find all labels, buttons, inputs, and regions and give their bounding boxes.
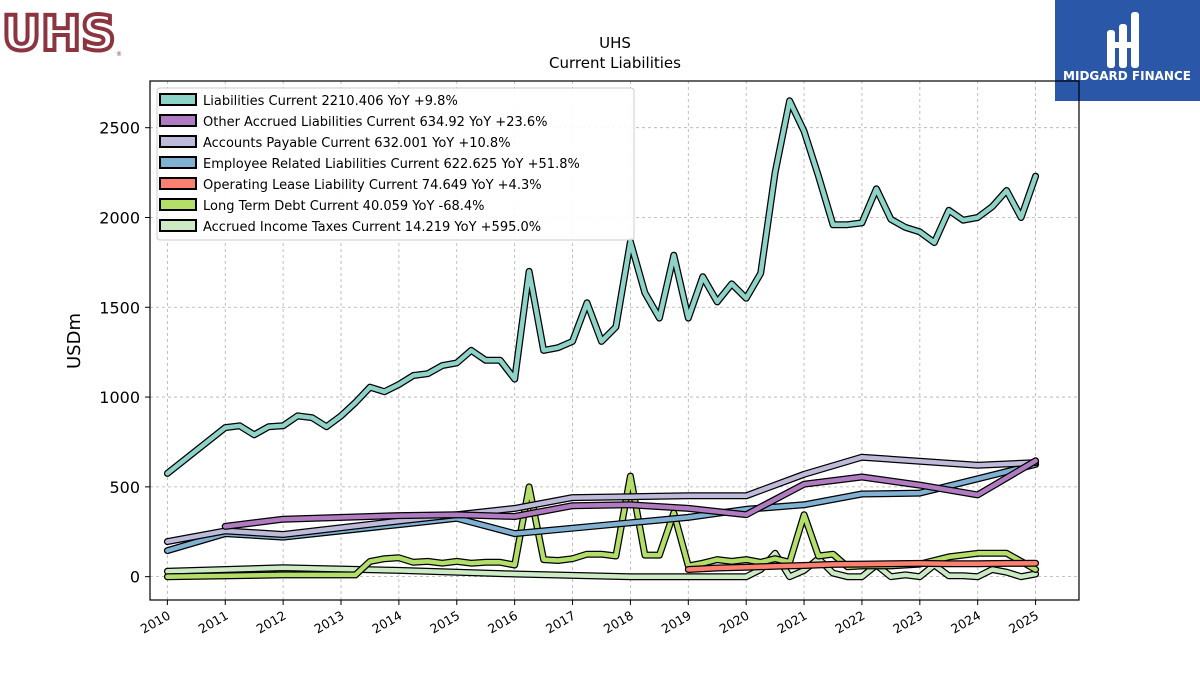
legend-swatch-accounts-payable-current (159, 135, 197, 148)
legend-swatch-employee-related-liabilities-current (159, 156, 197, 169)
legend-label-liabilities-current: Liabilities Current 2210.406 YoY +9.8% (203, 94, 458, 109)
uhs-logo-wordmark: UHS (2, 6, 116, 62)
svg-text:®: ® (116, 51, 122, 58)
x-tick-label: 2025 (1006, 608, 1041, 637)
legend-label-operating-lease-liability-current: Operating Lease Liability Current 74.649… (203, 178, 542, 193)
legend-label-other-accrued-liabilities-current: Other Accrued Liabilities Current 634.92… (203, 115, 548, 130)
x-tick-label: 2011 (196, 608, 231, 637)
legend-box (156, 87, 635, 241)
y-tick-label: 2500 (99, 119, 140, 138)
x-tick-label: 2016 (485, 608, 520, 637)
midgard-mark-icon (1107, 12, 1139, 68)
legend-swatch-accrued-income-taxes-current (159, 219, 197, 232)
series-accounts-payable-current (163, 453, 1040, 546)
y-tick-label: 500 (109, 478, 140, 497)
y-tick-label: 0 (130, 568, 140, 587)
x-tick-label: 2021 (775, 608, 810, 637)
legend-label-long-term-debt-current: Long Term Debt Current 40.059 YoY -68.4% (203, 199, 485, 214)
y-axis-label: USDm (64, 313, 85, 369)
x-tick-label: 2022 (832, 608, 867, 637)
x-tick-label: 2024 (948, 608, 983, 637)
x-tick-label: 2015 (427, 608, 462, 637)
series-liabilities-current (163, 97, 1040, 477)
chart-title: UHS (599, 34, 631, 52)
chart-subtitle: Current Liabilities (549, 54, 681, 72)
legend-label-accrued-income-taxes-current: Accrued Income Taxes Current 14.219 YoY … (203, 220, 541, 235)
x-tick-label: 2019 (659, 608, 694, 637)
x-tick-label: 2010 (138, 608, 173, 637)
legend-swatch-other-accrued-liabilities-current (159, 114, 197, 127)
midgard-logo-text: MIDGARD FINANCE (1063, 69, 1191, 83)
legend-swatch-liabilities-current (159, 93, 197, 106)
x-tick-label: 2012 (254, 608, 289, 637)
series-liabilities-current-line (165, 98, 1038, 476)
legend-label-accounts-payable-current: Accounts Payable Current 632.001 YoY +10… (203, 136, 511, 151)
y-tick-label: 1000 (99, 388, 140, 407)
x-tick-label: 2023 (890, 608, 925, 637)
series-accrued-income-taxes-current-line (165, 551, 1038, 579)
legend: Liabilities Current 2210.406 YoY +9.8% Ot… (156, 87, 635, 241)
series-operating-lease-liability-current-line (686, 560, 1038, 572)
plot-frame (149, 80, 1080, 601)
x-tick-label: 2013 (311, 608, 346, 637)
series-layer (163, 97, 1040, 581)
series-other-accrued-liabilities-current (221, 457, 1040, 530)
legend-swatch-long-term-debt-current (159, 198, 197, 211)
x-tick-label: 2018 (601, 608, 636, 637)
legend-swatch-operating-lease-liability-current (159, 177, 197, 190)
y-tick-label: 1500 (99, 298, 140, 317)
x-tick-label: 2014 (369, 608, 404, 637)
x-tick-label: 2020 (717, 608, 752, 637)
series-other-accrued-liabilities-current-line (222, 458, 1038, 529)
series-operating-lease-liability-current (684, 559, 1040, 573)
y-tick-label: 2000 (99, 208, 140, 227)
uhs-logo: UHS ® (0, 0, 125, 64)
series-accrued-income-taxes-current (163, 549, 1040, 581)
series-accounts-payable-current-line (165, 454, 1038, 544)
x-tick-label: 2017 (543, 608, 578, 637)
legend-label-employee-related-liabilities-current: Employee Related Liabilities Current 622… (203, 157, 580, 172)
